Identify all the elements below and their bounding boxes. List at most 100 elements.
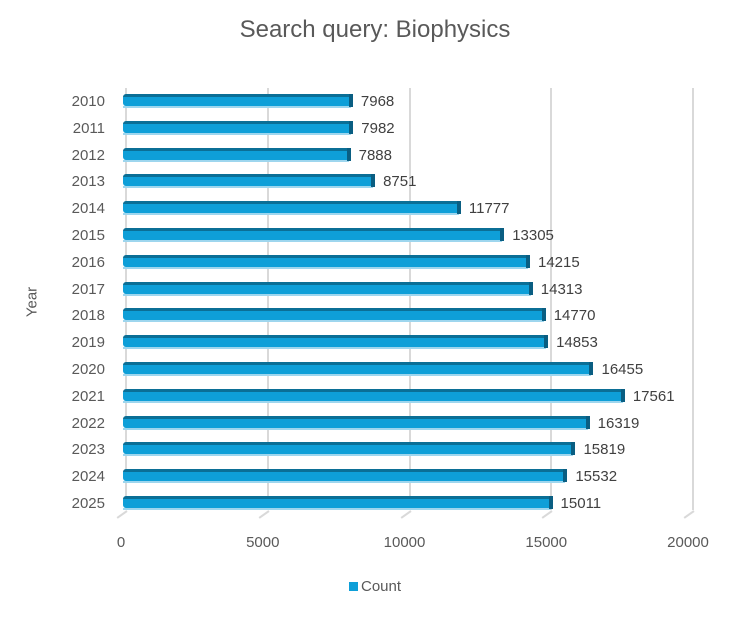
data-label: 16455: [601, 361, 644, 378]
bar-end-cap: [346, 147, 351, 161]
gridline: [266, 88, 269, 510]
bar-2020[interactable]: [123, 362, 592, 374]
bar-end-cap: [563, 469, 568, 483]
bar-end-cap: [541, 308, 546, 322]
y-tick-label: 2015: [71, 227, 105, 244]
bar-end-cap: [349, 120, 354, 134]
data-label: 14853: [556, 334, 598, 352]
y-tick-label: 2023: [71, 441, 105, 459]
data-label: 16319: [597, 414, 640, 432]
bar-end-cap: [525, 254, 530, 268]
y-tick-label: 2011: [72, 119, 105, 137]
x-tick-label: 5000: [246, 534, 280, 551]
bar-2012[interactable]: [123, 147, 349, 160]
gridline-foot: [683, 510, 695, 519]
bar-end-cap: [548, 496, 553, 509]
bar-base: [123, 400, 623, 403]
bar-end-cap: [348, 94, 353, 107]
bar-end-cap: [528, 281, 533, 295]
gridline: [550, 88, 553, 510]
bar-end-cap: [456, 201, 461, 215]
bar-base: [123, 106, 351, 108]
bar-end-cap: [544, 335, 549, 349]
data-label: 7982: [361, 119, 395, 137]
bar-2014[interactable]: [123, 201, 459, 214]
bar-base: [123, 347, 547, 350]
bar-2016[interactable]: [123, 254, 528, 267]
bar-end-cap: [620, 388, 625, 402]
y-tick-label: 2017: [71, 280, 105, 298]
x-tick-label: 0: [116, 534, 126, 551]
x-tick-label: 20000: [667, 534, 709, 551]
bar-end-cap: [585, 415, 590, 429]
data-label: 7968: [360, 93, 395, 110]
y-tick-label: 2021: [71, 387, 105, 405]
data-label: 11777: [468, 200, 510, 218]
bar-2010[interactable]: [123, 94, 351, 106]
y-tick-label: 2020: [71, 361, 105, 378]
data-label: 14313: [540, 280, 583, 298]
data-label: 17561: [632, 387, 675, 405]
gridline-foot: [116, 510, 128, 519]
y-tick-label: 2013: [71, 173, 105, 191]
bar-2024[interactable]: [123, 469, 566, 482]
data-label: 13305: [512, 227, 554, 244]
y-tick-label: 2012: [71, 146, 105, 164]
bar-base: [123, 454, 574, 457]
bar-end-cap: [500, 228, 505, 241]
bar-base: [123, 481, 566, 484]
y-tick-label: 2025: [71, 495, 105, 512]
y-axis-label: Year: [23, 286, 41, 318]
bar-2025[interactable]: [123, 496, 551, 508]
data-label: 14215: [537, 253, 580, 271]
y-tick-label: 2022: [71, 414, 105, 432]
data-label: 15011: [560, 495, 602, 512]
bar-base: [123, 186, 374, 189]
bar-base: [123, 159, 349, 162]
bar-base: [123, 240, 503, 242]
bar-2017[interactable]: [123, 281, 531, 294]
bar-end-cap: [589, 362, 594, 375]
data-label: 8751: [383, 173, 417, 191]
gridline: [125, 88, 127, 510]
bar-base: [123, 427, 588, 430]
gridline-foot: [258, 510, 270, 519]
bar-end-cap: [371, 174, 376, 188]
bar-2011[interactable]: [123, 120, 352, 133]
y-tick-label: 2019: [71, 334, 105, 352]
data-label: 14770: [553, 307, 596, 325]
data-label: 15819: [583, 441, 626, 459]
chart-title: Search query: Biophysics: [239, 16, 511, 43]
bar-2019[interactable]: [123, 335, 547, 348]
data-label: 7888: [358, 146, 392, 164]
bar-2015[interactable]: [123, 228, 503, 240]
bar-base: [123, 213, 459, 216]
legend-swatch-icon: [348, 582, 358, 591]
data-label: 15532: [575, 468, 618, 486]
bar-base: [123, 320, 544, 323]
bar-2018[interactable]: [123, 308, 544, 321]
gridline-foot: [400, 510, 412, 519]
bar-2022[interactable]: [123, 415, 588, 428]
bar-base: [123, 132, 352, 135]
bar-base: [123, 374, 592, 376]
bar-base: [123, 266, 528, 269]
bar-base: [123, 508, 551, 510]
y-tick-label: 2014: [71, 200, 105, 218]
y-tick-label: 2016: [71, 253, 105, 271]
bar-2023[interactable]: [123, 442, 574, 455]
y-tick-label: 2024: [71, 468, 105, 486]
bar-2013[interactable]: [123, 174, 374, 187]
y-tick-label: 2018: [71, 307, 105, 325]
y-tick-label: 2010: [71, 93, 105, 110]
x-tick-label: 15000: [525, 534, 568, 551]
legend-label: Count: [360, 578, 402, 595]
gridline: [408, 88, 411, 510]
gridline: [692, 88, 694, 510]
bar-2021[interactable]: [123, 388, 623, 401]
bar-end-cap: [571, 442, 576, 456]
bar-base: [123, 293, 531, 296]
legend: Count: [0, 578, 750, 595]
x-tick-label: 10000: [383, 534, 426, 551]
